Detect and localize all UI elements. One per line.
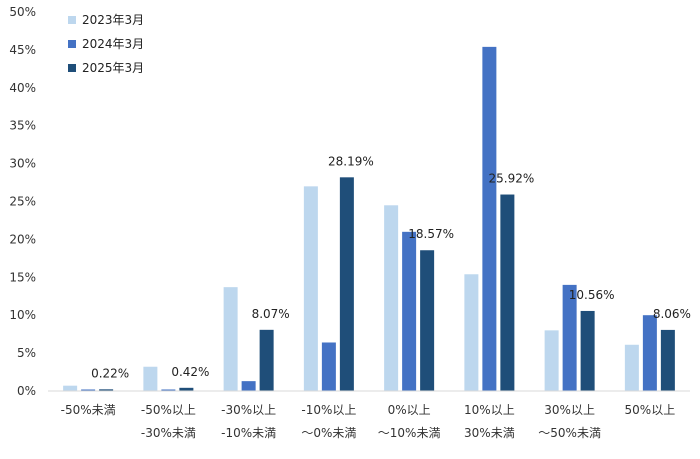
y-tick-label: 45% [9,43,36,57]
x-tick-label: -50%以上 [141,403,196,417]
bar [339,177,354,391]
legend-swatch [68,64,76,72]
bar [259,329,274,391]
bar [482,46,497,391]
x-tick-label: -30%以上 [221,403,276,417]
legend: 2023年3月 2024年3月 2025年3月 [68,13,144,75]
legend-swatch [68,40,76,48]
bar [81,389,96,391]
bar [321,342,336,391]
bar [660,329,675,391]
bar [223,287,238,391]
bar [303,186,318,391]
bar [143,366,158,391]
x-tick-label: 10%以上 [464,403,515,417]
bar [500,194,515,391]
y-tick-label: 10% [9,308,36,322]
x-axis: -50%未満 -50%以上 -30%未満 -30%以上 -10%未満 -10%以上 ～0%未… [48,390,690,440]
y-tick-label: 5% [17,346,36,360]
bar [580,310,595,391]
y-tick-label: 0% [17,384,36,398]
data-label: 8.07% [252,307,290,321]
bar [464,274,479,391]
x-tick-label: -10%未満 [221,426,276,440]
bar [562,284,577,391]
y-tick-label: 20% [9,232,36,246]
data-labels: 0.22% 0.42% 8.07% 28.19% 18.57% 25.92% 10.56% 8… [91,154,691,380]
y-tick-label: 25% [9,195,36,209]
y-tick-label: 15% [9,270,36,284]
x-tick-label: 30%以上 [544,403,595,417]
data-label: 0.22% [91,366,129,380]
x-tick-label: 0%以上 [388,403,431,417]
x-tick-label: ～10%未満 [378,426,441,440]
data-label: 18.57% [408,227,454,241]
y-tick-label: 40% [9,81,36,95]
x-tick-label: -50%未満 [61,403,116,417]
legend-label: 2025年3月 [82,61,144,75]
y-axis: 0% 5% 10% 15% 20% 25% 30% 35% 40% 45% 50% [9,5,36,398]
x-tick-label: ～50%未満 [538,426,601,440]
bar [99,389,114,391]
data-label: 8.06% [653,307,691,321]
bar [241,381,256,391]
data-label: 0.42% [171,365,209,379]
bar [420,250,435,391]
data-label: 10.56% [569,288,615,302]
data-label: 28.19% [328,154,374,168]
bar [624,344,639,391]
data-label: 25.92% [488,172,534,186]
y-tick-label: 30% [9,157,36,171]
legend-label: 2024年3月 [82,37,144,51]
legend-label: 2023年3月 [82,13,144,27]
bars [63,46,675,391]
x-tick-label: 50%以上 [625,403,676,417]
bar [402,231,417,391]
bar [179,387,194,391]
bar [384,205,399,391]
y-tick-label: 35% [9,119,36,133]
x-tick-label: -10%以上 [301,403,356,417]
bar [63,385,78,391]
bar [544,330,559,391]
x-tick-label: 30%未満 [464,426,515,440]
bar [642,315,657,391]
x-tick-label: ～0%未満 [301,426,356,440]
bar [161,389,176,391]
y-tick-label: 50% [9,5,36,19]
legend-swatch [68,16,76,24]
x-tick-label: -30%未満 [141,426,196,440]
